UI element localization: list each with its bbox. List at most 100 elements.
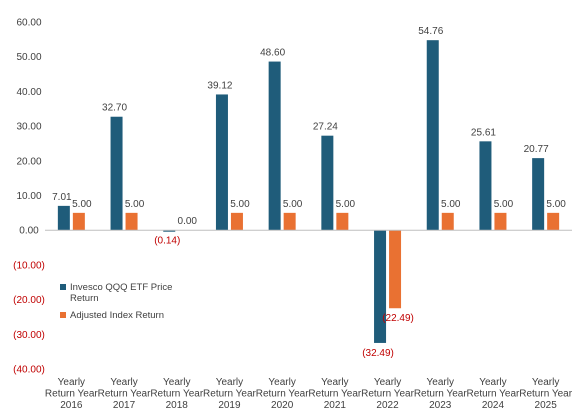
data-label: 20.77: [524, 144, 549, 155]
x-tick-label: Yearly Return Year 2018: [150, 377, 203, 411]
y-tick-label: 30.00: [16, 122, 41, 133]
x-tick-label-line: Return Year: [150, 389, 203, 400]
data-label: 54.76: [418, 26, 443, 37]
x-tick-label: Yearly Return Year 2023: [414, 377, 467, 411]
data-label: 5.00: [441, 199, 461, 210]
legend-label: Invesco QQQ ETF Price Return: [70, 282, 172, 304]
x-tick-label-line: 2022: [376, 400, 399, 411]
bar-adjusted: [72, 212, 85, 231]
x-tick-label-line: Yearly: [163, 377, 190, 388]
x-tick-label-line: 2025: [535, 400, 558, 411]
bar-adjusted: [230, 212, 243, 231]
data-label: 25.61: [471, 127, 496, 138]
x-tick-label-line: Return Year: [45, 389, 98, 400]
x-tick-label-line: Return Year: [414, 389, 467, 400]
x-tick-label: Yearly Return Year 2021: [308, 377, 361, 411]
data-label: 5.00: [283, 199, 303, 210]
y-tick-label: 0.00: [19, 226, 39, 237]
y-tick-label: (40.00): [13, 365, 45, 376]
x-tick-label: Yearly Return Year 2019: [203, 377, 256, 411]
data-label: 5.00: [72, 199, 92, 210]
bar-adjusted: [389, 230, 402, 309]
x-tick-label-line: 2021: [324, 400, 347, 411]
data-label: 39.12: [207, 80, 232, 91]
data-label: 32.70: [102, 103, 127, 114]
legend-swatch: [60, 312, 66, 318]
x-tick-label-line: Return Year: [308, 389, 361, 400]
bar-qqq: [426, 40, 439, 231]
legend-swatch: [60, 284, 66, 290]
y-axis-ticks: 60.00 50.00 40.00 30.00 20.00 10.00 0.00 (10.00…: [13, 18, 45, 376]
data-label: 5.00: [494, 199, 514, 210]
data-label: 5.00: [546, 199, 566, 210]
x-tick-label-line: Return Year: [203, 389, 256, 400]
legend-label-line: Adjusted Index Return: [70, 310, 164, 321]
data-label: 5.00: [336, 199, 356, 210]
x-tick-label: Yearly Return Year 2024: [467, 377, 520, 411]
x-tick-label-line: Yearly: [374, 377, 401, 388]
data-label: 27.24: [313, 122, 338, 133]
data-label: 7.01: [52, 192, 72, 203]
x-tick-label-line: 2018: [166, 400, 189, 411]
y-tick-label: (30.00): [13, 330, 45, 341]
legend-label-line: Invesco QQQ ETF Price: [70, 282, 172, 293]
data-label: 5.00: [125, 199, 145, 210]
bar-adjusted: [336, 212, 349, 231]
x-tick-label-line: Yearly: [58, 377, 85, 388]
data-labels: 7.015.0032.705.00(0.14)0.0039.125.0048.6…: [52, 26, 566, 359]
y-tick-label: 50.00: [16, 52, 41, 63]
bars: [57, 40, 560, 343]
legend-label: Adjusted Index Return: [70, 310, 164, 321]
x-tick-label-line: 2024: [482, 400, 505, 411]
x-tick-label-line: Yearly: [110, 377, 137, 388]
bar-qqq: [321, 135, 334, 231]
bar-qqq: [374, 230, 387, 343]
bar-adjusted: [125, 212, 138, 231]
bar-adjusted: [547, 212, 560, 231]
data-label: (32.49): [362, 348, 394, 359]
x-tick-label-line: 2019: [218, 400, 241, 411]
x-tick-label-line: Return Year: [256, 389, 309, 400]
y-tick-label: 60.00: [16, 18, 41, 29]
x-tick-label-line: Return Year: [467, 389, 520, 400]
data-label: 48.60: [260, 48, 285, 59]
x-tick-label-line: Return Year: [361, 389, 414, 400]
data-label: 0.00: [178, 216, 198, 227]
bar-adjusted: [441, 212, 454, 231]
bar-qqq: [479, 141, 492, 231]
bar-adjusted: [494, 212, 507, 231]
data-label: 5.00: [230, 199, 250, 210]
x-tick-label-line: Return Year: [519, 389, 572, 400]
bar-qqq: [110, 116, 123, 231]
legend-label-line: Return: [70, 293, 99, 304]
legend: Invesco QQQ ETF Price Return Adjusted Inde…: [60, 282, 172, 321]
bar-qqq: [163, 230, 176, 232]
x-tick-label-line: 2023: [429, 400, 452, 411]
x-tick-label: Yearly Return Year 2022: [361, 377, 414, 411]
bar-qqq: [215, 94, 228, 231]
x-tick-label: Yearly Return Year 2020: [256, 377, 309, 411]
data-label: (22.49): [382, 313, 414, 324]
x-tick-label: Yearly Return Year 2016: [45, 377, 98, 411]
x-tick-label-line: Yearly: [427, 377, 454, 388]
x-tick-label-line: Yearly: [268, 377, 295, 388]
x-tick-label-line: 2017: [113, 400, 136, 411]
y-tick-label: 10.00: [16, 191, 41, 202]
y-tick-label: 20.00: [16, 156, 41, 167]
bar-adjusted: [283, 212, 296, 231]
bar-qqq: [57, 205, 70, 231]
x-tick-label-line: Yearly: [321, 377, 348, 388]
x-tick-label: Yearly Return Year 2025: [519, 377, 572, 411]
bar-qqq: [532, 158, 545, 231]
x-tick-label-line: Yearly: [532, 377, 559, 388]
y-tick-label: 40.00: [16, 87, 41, 98]
y-tick-label: (10.00): [13, 260, 45, 271]
data-label: (0.14): [154, 236, 180, 247]
y-tick-label: (20.00): [13, 295, 45, 306]
x-tick-label-line: Return Year: [98, 389, 151, 400]
bar-qqq: [268, 61, 281, 231]
x-tick-label-line: 2020: [271, 400, 294, 411]
